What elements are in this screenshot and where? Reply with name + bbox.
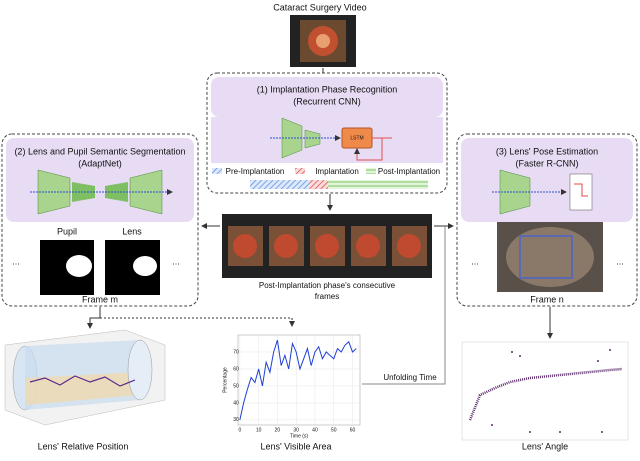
lstm-label: LSTM bbox=[350, 135, 363, 141]
x-axis-label: Time (s) bbox=[290, 433, 308, 439]
x-tick-label: 10 bbox=[256, 427, 262, 433]
ellipsis: ... bbox=[471, 256, 479, 266]
y-tick-label: 70 bbox=[233, 349, 239, 355]
segmentation-title: (2) Lens and Pupil Semantic Segmentation bbox=[14, 146, 185, 156]
x-tick-label: 30 bbox=[293, 427, 299, 433]
y-tick-label: 60 bbox=[233, 366, 239, 372]
frame-n: Frame n bbox=[530, 294, 564, 304]
detector bbox=[574, 183, 588, 197]
adaptnet bbox=[37, 169, 163, 215]
arrow bbox=[362, 226, 446, 385]
legend-impl: Implantation bbox=[315, 167, 359, 176]
phase-subtitle: (Recurrent CNN) bbox=[293, 96, 361, 106]
bbox bbox=[519, 235, 573, 279]
position-plot bbox=[4, 329, 166, 426]
video-icon bbox=[290, 15, 356, 67]
detector bbox=[569, 173, 593, 211]
legend-swatch bbox=[366, 168, 376, 174]
lens-shape bbox=[133, 256, 157, 276]
pose-title: (3) Lens' Pose Estimation bbox=[496, 146, 598, 156]
legend-post: Post-Implantation bbox=[378, 167, 440, 176]
angle-label: Lens' Angle bbox=[522, 441, 568, 451]
pupil-label: Pupil bbox=[57, 226, 77, 236]
x-tick-label: 60 bbox=[350, 427, 356, 433]
arrow bbox=[100, 317, 295, 327]
y-tick-label: 50 bbox=[233, 383, 239, 389]
segmentation-subtitle: (AdaptNet) bbox=[78, 158, 122, 168]
ellipsis: ... bbox=[12, 256, 20, 266]
timeline-post bbox=[328, 180, 428, 189]
lens-label: Lens bbox=[122, 226, 142, 236]
cnn bbox=[304, 129, 321, 149]
frames-caption: frames bbox=[315, 292, 339, 301]
y-axis-label: Percentage bbox=[222, 367, 228, 393]
phase-header bbox=[211, 77, 443, 117]
recurrence bbox=[357, 137, 392, 161]
ellipsis: ... bbox=[172, 256, 180, 266]
position-label: Lens' Relative Position bbox=[38, 441, 129, 451]
x-tick-label: 20 bbox=[275, 427, 281, 433]
chart-title: Lens' Visible Area bbox=[260, 441, 331, 451]
phase-title: (1) Implantation Phase Recognition bbox=[257, 84, 398, 94]
timeline-impl bbox=[310, 180, 328, 189]
x-tick-label: 50 bbox=[331, 427, 337, 433]
legend-swatch bbox=[295, 168, 305, 174]
y-tick-label: 40 bbox=[233, 400, 239, 406]
line bbox=[239, 339, 357, 421]
title: Cataract Surgery Video bbox=[273, 2, 366, 12]
x-tick-label: 40 bbox=[312, 427, 318, 433]
frames-caption: Post-Implantation phase's consecutive bbox=[259, 281, 396, 290]
legend-swatch bbox=[212, 168, 222, 174]
timeline-pre bbox=[250, 180, 310, 189]
plot-area bbox=[237, 334, 361, 426]
film-frames bbox=[228, 226, 427, 266]
unfolding-time: Unfolding Time bbox=[383, 373, 437, 382]
phase-net-bg bbox=[211, 117, 443, 163]
adaptnet bbox=[72, 182, 128, 202]
angle-plot bbox=[461, 341, 629, 441]
y-tick-label: 30 bbox=[233, 417, 239, 423]
frame-m: Frame m bbox=[82, 294, 118, 304]
legend-pre: Pre-Implantation bbox=[226, 167, 285, 176]
ellipsis: ... bbox=[616, 256, 624, 266]
arrow bbox=[87, 307, 101, 329]
pupil-shape bbox=[66, 255, 92, 277]
x-tick-label: 0 bbox=[238, 427, 241, 433]
pose-subtitle: (Faster R-CNN) bbox=[516, 158, 579, 168]
